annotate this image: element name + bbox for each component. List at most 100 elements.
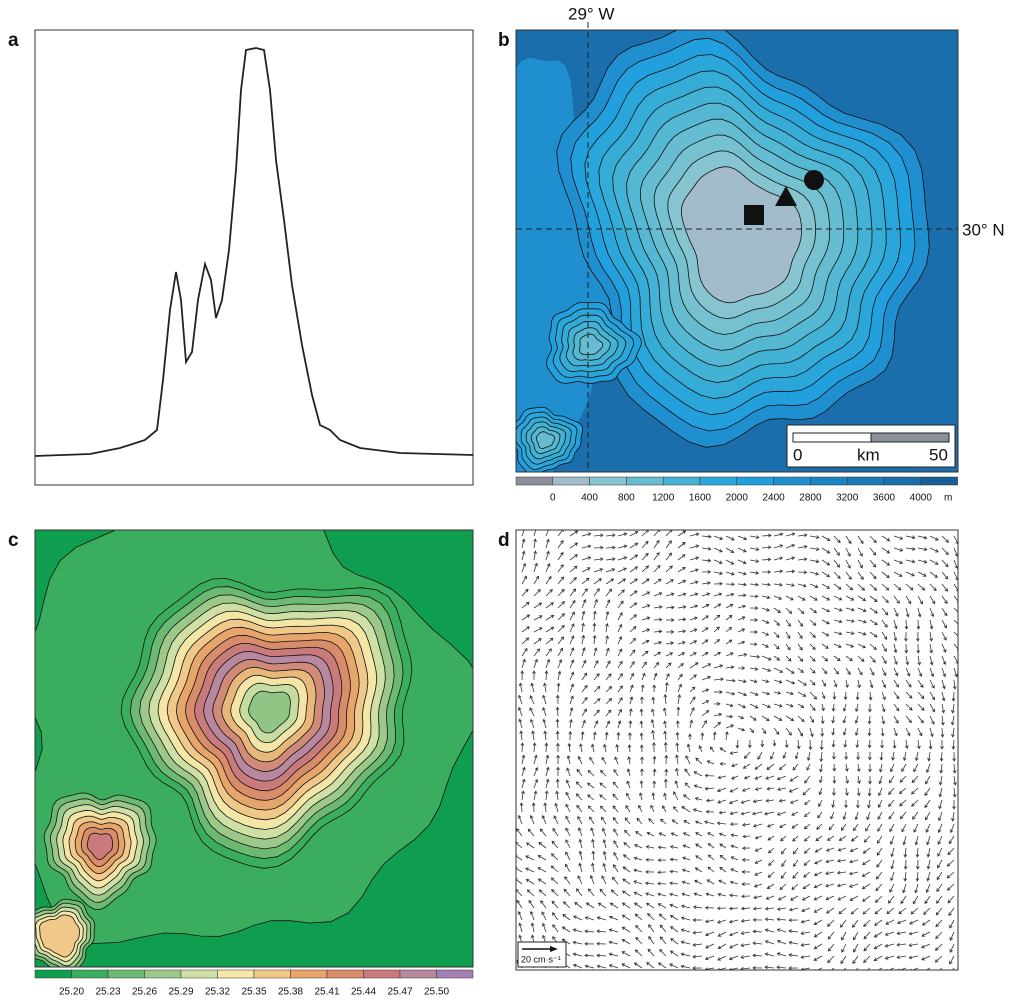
vector-arrow <box>949 931 955 941</box>
vector-arrow <box>567 755 571 765</box>
vector-arrow <box>569 611 575 621</box>
vector-head <box>685 755 689 759</box>
vector-arrow <box>622 902 631 909</box>
vector-arrow <box>681 917 691 921</box>
vector-arrow <box>689 720 693 729</box>
vector-head <box>621 939 626 943</box>
vector-arrow <box>681 893 691 897</box>
vector-arrow <box>593 647 597 657</box>
vector-arrow <box>689 581 699 585</box>
vector-head <box>813 609 818 614</box>
vector-head <box>569 707 574 711</box>
vector-head <box>873 934 878 938</box>
vector-arrow <box>862 895 871 902</box>
vector-head <box>565 839 569 844</box>
vector-head <box>606 599 611 604</box>
vector-head <box>926 769 930 774</box>
vector-head <box>766 823 771 828</box>
vector-arrow <box>624 817 631 825</box>
vector-head <box>560 576 565 580</box>
vector-arrow <box>737 715 744 719</box>
vector-head <box>873 598 878 602</box>
colorbar-swatch <box>662 476 701 486</box>
vector-arrow <box>913 823 919 833</box>
vector-arrow <box>917 571 927 577</box>
vector-head <box>767 582 771 587</box>
vector-head <box>937 852 941 857</box>
vector-arrow <box>761 703 771 708</box>
vector-head <box>705 700 710 704</box>
vector-head <box>842 816 847 821</box>
vector-head <box>900 815 904 820</box>
vector-head <box>693 892 698 897</box>
vector-head <box>650 719 655 723</box>
vector-arrow <box>881 607 889 616</box>
vector-arrow <box>617 673 623 681</box>
vector-arrow <box>603 839 607 849</box>
vector-arrow <box>701 652 709 657</box>
vector-arrow <box>828 943 835 952</box>
vector-head <box>837 858 841 863</box>
vector-head <box>886 574 890 579</box>
vector-head <box>904 638 908 642</box>
vector-arrow <box>773 667 783 673</box>
vector-head <box>779 582 783 587</box>
vector-head <box>639 708 644 712</box>
vector-arrow <box>581 533 591 537</box>
vector-head <box>635 936 639 941</box>
vector-head <box>693 652 697 656</box>
vector-arrow <box>929 607 934 617</box>
vector-head <box>742 834 746 839</box>
vector-head <box>776 965 780 970</box>
vector-head <box>943 636 947 641</box>
vector-arrow <box>658 846 667 849</box>
panel-label: d <box>498 530 510 551</box>
vector-head <box>755 559 760 563</box>
vector-arrow <box>685 782 691 789</box>
vector-arrow <box>857 571 864 580</box>
vector-head <box>832 756 836 760</box>
vector-head <box>624 817 629 821</box>
vector-head <box>943 649 947 653</box>
vector-head <box>899 790 903 795</box>
vector-arrow <box>531 683 535 693</box>
vector-head <box>947 851 952 856</box>
vector-arrow <box>673 806 679 813</box>
vector-head <box>561 613 565 617</box>
colorbar-label: 2800 <box>799 493 822 504</box>
vector-arrow <box>830 967 835 970</box>
vector-arrow <box>665 552 672 561</box>
vector-arrow <box>557 731 559 741</box>
vector-head <box>792 838 796 842</box>
vector-arrow <box>780 871 787 879</box>
vector-head <box>550 853 555 857</box>
vector-head <box>791 886 795 891</box>
vector-head <box>847 671 851 676</box>
vector-head <box>873 945 878 950</box>
vector-arrow <box>821 703 825 711</box>
vector-head <box>663 730 668 735</box>
vector-arrow <box>881 691 886 700</box>
vector-head <box>600 533 604 538</box>
vector-head <box>801 718 805 723</box>
vector-head <box>766 608 770 612</box>
vector-arrow <box>581 697 588 705</box>
vector-arrow <box>518 707 523 717</box>
vector-head <box>803 862 808 866</box>
vector-head <box>555 730 560 735</box>
vector-head <box>849 586 854 591</box>
vector-head <box>621 926 626 931</box>
vector-arrow <box>533 638 542 645</box>
vector-head <box>752 941 756 946</box>
vector-arrow <box>670 846 679 849</box>
vector-head <box>646 591 651 595</box>
vector-head <box>752 906 757 911</box>
vector-head <box>671 605 675 610</box>
vector-head <box>767 557 772 562</box>
vector-arrow <box>626 793 631 801</box>
vector-arrow <box>689 640 697 645</box>
vector-arrow <box>693 771 703 777</box>
vector-arrow <box>801 931 811 934</box>
colorbar-label: 2000 <box>726 493 749 504</box>
vector-head <box>740 906 745 911</box>
